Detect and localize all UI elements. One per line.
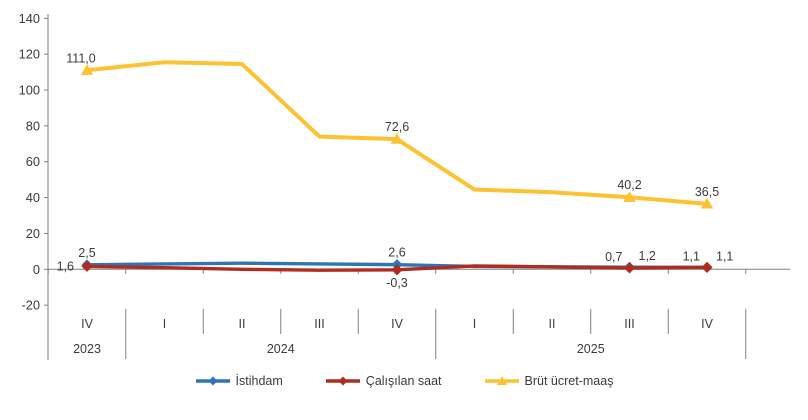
y-tick-label: -20 [22, 298, 41, 313]
data-label--al-lan-saat: -0,3 [386, 276, 408, 290]
data-label--al-lan-saat: 1,1 [683, 249, 700, 263]
point-marker-br-t-cret-maa- [700, 197, 714, 209]
quarter-label: I [163, 317, 166, 331]
y-tick-label: 0 [33, 262, 40, 277]
year-label: 2025 [577, 342, 605, 356]
quarter-label: IV [81, 317, 93, 331]
legend-label: Brüt ücret-maaş [524, 374, 614, 388]
chart-legend: İstihdam Çalışılan saat Brüt ücret-maaş [0, 374, 808, 388]
y-tick-label: 60 [26, 154, 40, 169]
data-label-br-t-cret-maa-: 72,6 [385, 120, 409, 134]
legend-marker-diamond-icon [195, 376, 230, 386]
point-marker--al-lan-saat [701, 261, 713, 273]
quarter-label: II [239, 317, 246, 331]
quarter-label: IV [701, 317, 713, 331]
data-label-i-stihdam: 2,5 [78, 246, 95, 260]
quarter-label: III [624, 317, 634, 331]
legend-item-i-stihdam: İstihdam [195, 374, 283, 388]
point-marker--al-lan-saat [624, 262, 635, 274]
y-tick-label: 120 [19, 47, 40, 62]
legend-item--al-lan-saat: Çalışılan saat [325, 374, 442, 388]
quarter-label: I [473, 317, 476, 331]
y-tick-label: 20 [26, 226, 40, 241]
data-label--al-lan-saat: 1,6 [57, 259, 74, 273]
legend-label: İstihdam [235, 374, 283, 388]
y-tick-label: 140 [19, 11, 40, 26]
data-label-i-stihdam: 1,1 [716, 249, 733, 263]
quarter-label: III [314, 317, 324, 331]
year-label: 2023 [73, 342, 101, 356]
data-label-i-stihdam: 2,6 [388, 246, 405, 260]
legend-marker-diamond-icon [325, 376, 360, 386]
year-label: 2024 [267, 342, 295, 356]
data-label-br-t-cret-maa-: 111,0 [66, 51, 95, 65]
point-marker-br-t-cret-maa- [623, 191, 636, 202]
y-tick-label: 40 [26, 190, 40, 205]
legend-marker-triangle-icon [484, 376, 519, 385]
data-label--al-lan-saat: 0,7 [605, 250, 622, 264]
data-label-br-t-cret-maa-: 36,5 [695, 185, 719, 199]
point-marker-br-t-cret-maa- [390, 133, 404, 144]
data-label-i-stihdam: 1,2 [639, 249, 656, 263]
quarter-label: IV [391, 317, 403, 331]
y-tick-label: 100 [19, 83, 40, 98]
y-tick-label: 80 [26, 118, 40, 133]
point-marker--al-lan-saat [81, 260, 93, 272]
legend-item-br-t-cret-maa-: Brüt ücret-maaş [484, 374, 614, 388]
quarter-label: II [549, 317, 556, 331]
data-label-br-t-cret-maa-: 40,2 [617, 178, 641, 192]
point-marker-br-t-cret-maa- [80, 64, 94, 75]
legend-label: Çalışılan saat [365, 374, 442, 388]
point-marker--al-lan-saat [391, 264, 403, 276]
